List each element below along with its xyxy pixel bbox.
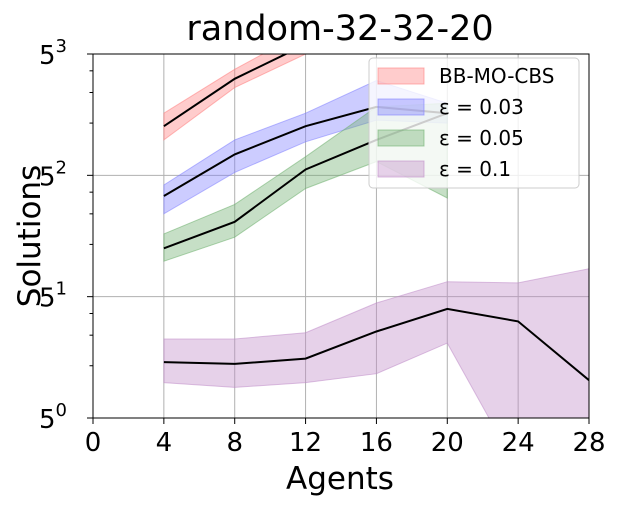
- legend-swatch: [377, 98, 425, 116]
- y-tick-exponent: 0: [56, 400, 67, 421]
- y-tick-base: 5: [39, 405, 56, 435]
- legend-swatch: [377, 67, 425, 85]
- y-tick-label: 51: [39, 279, 67, 314]
- legend-swatch: [377, 129, 425, 147]
- y-tick-base: 5: [39, 284, 56, 314]
- x-tick-label: 12: [289, 428, 322, 458]
- x-tick-label: 24: [502, 428, 535, 458]
- y-tick-exponent: 1: [56, 279, 67, 300]
- band-series-3: [163, 268, 589, 418]
- y-tick-label: 50: [39, 400, 67, 435]
- legend-label: ε = 0.03: [439, 95, 524, 119]
- x-tick-label: 0: [85, 428, 102, 458]
- y-tick-base: 5: [39, 162, 56, 192]
- band-series-0: [163, 54, 316, 141]
- legend-swatch: [377, 160, 425, 178]
- y-axis-title: Solutions: [12, 165, 48, 307]
- y-tick-exponent: 2: [56, 157, 67, 178]
- legend-label: ε = 0.1: [439, 157, 511, 181]
- x-tick-label: 20: [431, 428, 464, 458]
- x-tick-label: 4: [156, 428, 173, 458]
- x-tick-label: 8: [226, 428, 243, 458]
- x-tick-labels: 0 4 8 12 16 20 24 28: [85, 428, 606, 458]
- plot-frame: [92, 53, 590, 419]
- y-tick-label: 52: [39, 157, 67, 192]
- x-tick-label: 16: [360, 428, 393, 458]
- y-tick-label: 53: [39, 36, 67, 71]
- legend-label: ε = 0.05: [439, 126, 524, 150]
- legend-label: BB-MO-CBS: [439, 64, 554, 88]
- legend-box: [368, 57, 580, 189]
- line-series-3: [163, 307, 589, 381]
- y-tick-exponent: 3: [56, 36, 67, 57]
- legend: BB-MO-CBS ε = 0.03 ε = 0.05 ε = 0.1: [368, 57, 580, 189]
- chart-title: random-32-32-20: [186, 9, 493, 49]
- y-tick-base: 5: [39, 41, 56, 71]
- ticks: [87, 53, 590, 424]
- line-series-0: [163, 54, 289, 128]
- x-axis-title: Agents: [286, 461, 394, 497]
- x-tick-label: 28: [572, 428, 605, 458]
